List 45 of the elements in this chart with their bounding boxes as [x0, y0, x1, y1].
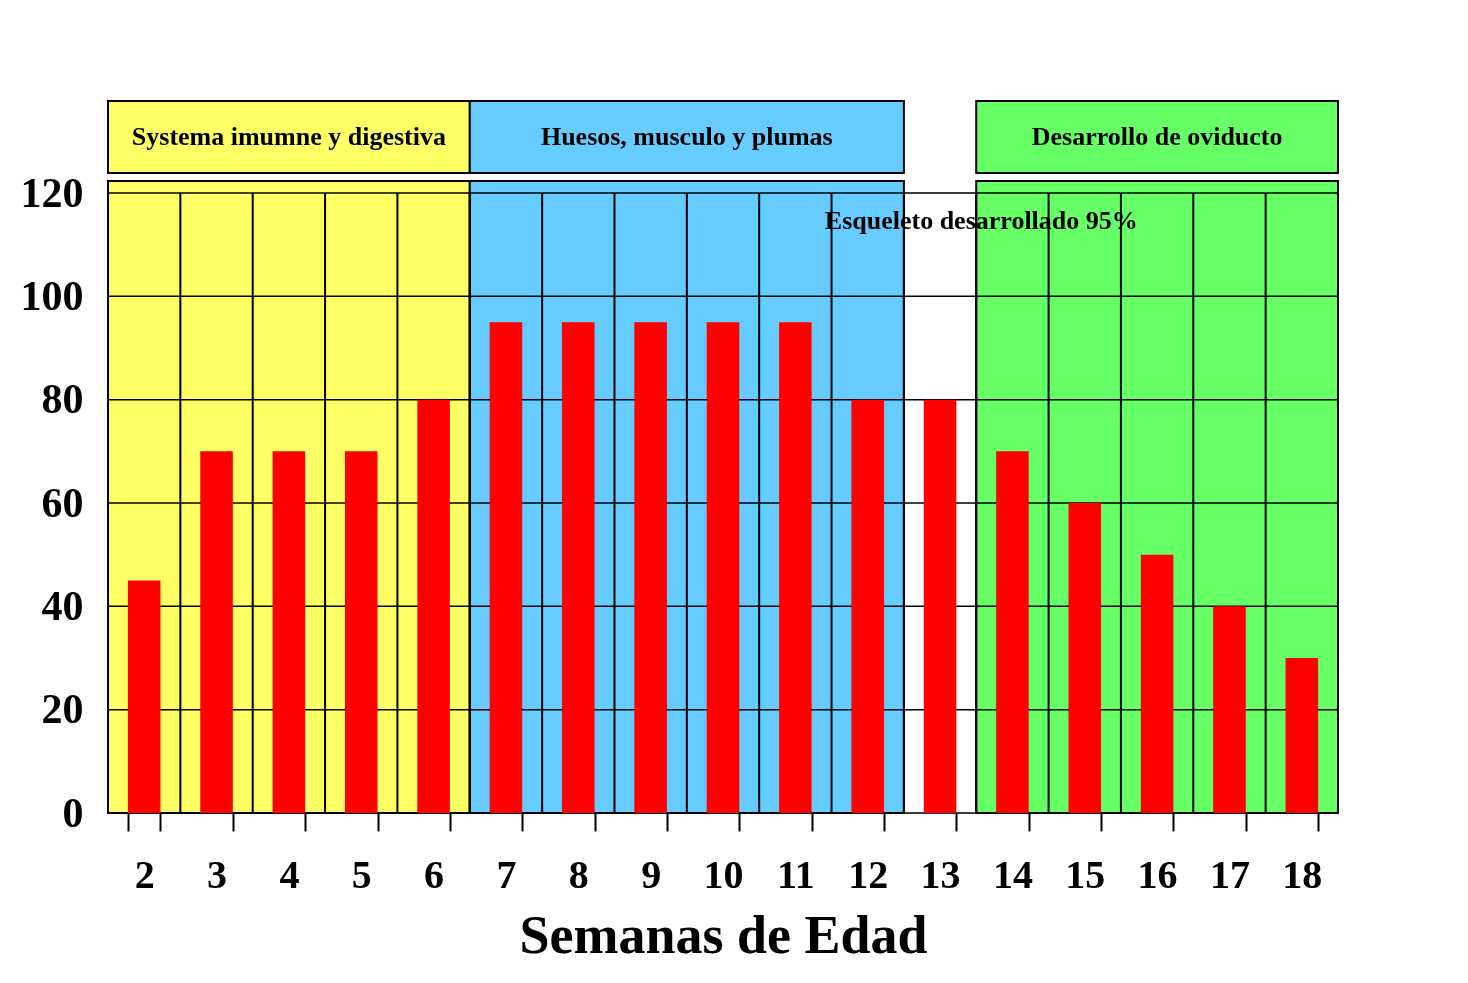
bar [779, 322, 812, 813]
x-tick-label: 17 [1209, 851, 1250, 897]
x-tick-label: 5 [351, 851, 372, 897]
bar [489, 322, 523, 813]
band-label: Systema imumne y digestiva [131, 122, 446, 151]
bar [996, 451, 1029, 813]
x-tick-label: 15 [1065, 851, 1106, 897]
y-tick-label: 60 [41, 479, 84, 526]
bar [562, 322, 595, 813]
x-tick-label: 9 [641, 851, 662, 897]
band-label: Huesos, musculo y plumas [540, 122, 833, 151]
bar [1213, 606, 1246, 813]
x-tick-label: 2 [134, 851, 155, 897]
bar [634, 322, 667, 813]
bar [272, 451, 306, 813]
bar [1140, 554, 1174, 813]
x-tick-label: 16 [1137, 851, 1178, 897]
bar [923, 399, 957, 813]
bar [200, 451, 233, 813]
y-tick-label: 40 [41, 582, 84, 629]
bar [417, 399, 450, 813]
x-tick-label: 14 [992, 851, 1033, 897]
bar [851, 399, 884, 813]
y-tick-label: 120 [20, 169, 84, 216]
bar [1068, 503, 1102, 813]
y-tick-label: 0 [62, 789, 84, 836]
band-label: Desarrollo de oviducto [1031, 122, 1283, 151]
x-tick-label: 4 [279, 851, 300, 897]
x-tick-label: 13 [920, 851, 961, 897]
x-axis-title: Semanas de Edad [519, 904, 928, 965]
x-tick-label: 10 [703, 851, 744, 897]
x-tick-label: 8 [568, 851, 589, 897]
bar [344, 451, 378, 813]
x-tick-label: 7 [496, 851, 517, 897]
x-tick-label: 11 [776, 851, 815, 897]
bar [706, 322, 740, 813]
x-tick-label: 18 [1282, 851, 1323, 897]
x-tick-label: 3 [207, 851, 228, 897]
bar [127, 580, 161, 813]
bar [1285, 658, 1319, 813]
x-tick-label: 12 [848, 851, 889, 897]
y-tick-label: 80 [41, 376, 84, 423]
y-tick-label: 20 [41, 686, 84, 733]
y-tick-label: 100 [20, 272, 84, 319]
x-tick-label: 6 [424, 851, 445, 897]
